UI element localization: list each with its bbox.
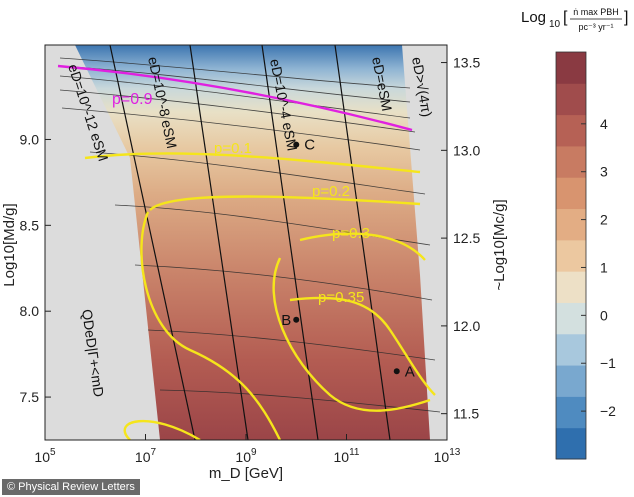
colorbar-band — [556, 302, 586, 335]
y-right-tick-label: 13.5 — [453, 55, 480, 71]
y-tick-label: 7.5 — [20, 389, 40, 405]
colorbar-band — [556, 145, 586, 178]
credit-badge: © Physical Review Letters — [2, 479, 140, 495]
x-tick-label: 109 — [235, 447, 257, 465]
colorbar-title: Log 10 [ ṅ max PBH pc⁻³ yr⁻¹ ] — [521, 7, 628, 32]
benchmark-point-a — [393, 368, 400, 375]
colorbar-title-sub: 10 — [549, 19, 561, 30]
colorbar-tick-label: −1 — [600, 355, 616, 371]
p-0.2-contour-lower — [140, 211, 282, 440]
colorbar-band — [556, 208, 586, 241]
colorbar-band — [556, 396, 586, 429]
y-right-tick-label: 12.0 — [453, 318, 480, 334]
colorbar-band — [556, 52, 586, 84]
colorbar-tick-label: 0 — [600, 307, 608, 323]
y-right-axis-title: ~Log10[Mc/g] — [491, 199, 508, 290]
x-tick-label: 1013 — [434, 447, 461, 465]
x-ticks: 105 107 109 1011 1013 — [34, 434, 461, 465]
colorbar-tick-label: 1 — [600, 259, 608, 275]
y-right-tick-label: 12.5 — [453, 230, 480, 246]
plot-area — [45, 45, 447, 440]
p-0.35-label: p=0.35 — [318, 289, 364, 306]
colorbar-tick-label: −2 — [600, 403, 616, 419]
colorbar — [556, 52, 586, 460]
colorbar-band — [556, 177, 586, 210]
p-0.3-contour — [272, 257, 431, 412]
y-right-tick-label: 11.5 — [453, 406, 479, 422]
colorbar-tick-label: 2 — [600, 212, 608, 228]
x-tick-label: 105 — [34, 447, 56, 465]
x-tick-label: 1011 — [334, 447, 360, 465]
p-0.1-label: p=0.1 — [214, 140, 252, 157]
colorbar-title-log: Log — [521, 9, 546, 26]
colorbar-band — [556, 365, 586, 397]
colorbar-title-denominator: pc⁻³ yr⁻¹ — [579, 22, 614, 32]
benchmark-label-c: C — [304, 137, 315, 154]
colorbar-title-bracket-open: [ — [563, 9, 568, 26]
p-0.3-label: p=0.3 — [332, 225, 370, 242]
p-0.2-label: p=0.2 — [312, 183, 350, 200]
benchmark-points: A B C — [281, 137, 415, 381]
benchmark-point-b — [293, 316, 300, 323]
excluded-region-left — [45, 45, 160, 440]
colorbar-frame — [555, 51, 587, 460]
y-axis-title: Log10[Md/g] — [1, 203, 18, 286]
benchmark-label-b: B — [281, 312, 291, 329]
colorbar-band — [556, 333, 586, 366]
x-tick-label: 107 — [135, 447, 157, 465]
p-0.2-contour — [149, 195, 421, 211]
benchmark-point-c — [293, 141, 300, 148]
y-right-ticks: 11.5 12.0 12.5 13.0 13.5 — [441, 55, 480, 422]
p-0.3-contour-upper — [299, 232, 426, 261]
colorbar-tick-label: 3 — [600, 164, 608, 180]
excluded-region-right — [402, 45, 447, 440]
colorbar-band — [556, 83, 586, 116]
p-0.9-label: p=0.9 — [112, 91, 153, 108]
p-0.35-contour — [289, 296, 436, 396]
p-0.35-contour-lower — [123, 419, 201, 440]
benchmark-label-a: A — [405, 363, 415, 380]
y-right-tick-label: 13.0 — [453, 142, 480, 158]
colorbar-title-bracket-close: ] — [624, 9, 628, 26]
colorbar-band — [556, 239, 586, 272]
y-tick-label: 9.0 — [20, 131, 40, 147]
colorbar-band — [556, 271, 586, 303]
y-ticks: 7.5 8.0 8.5 9.0 — [20, 131, 51, 405]
eD-lines — [109, 45, 391, 440]
colorbar-ticks: −2 −1 0 1 2 3 4 — [581, 116, 616, 419]
colorbar-band — [556, 114, 586, 147]
p-0.1-contour — [84, 152, 421, 174]
colorbar-title-numerator: ṅ max PBH — [573, 7, 619, 17]
y-tick-label: 8.0 — [20, 303, 40, 319]
colorbar-tick-label: 4 — [600, 116, 608, 132]
x-axis-title: m_D [GeV] — [209, 465, 283, 482]
colorbar-band — [556, 427, 586, 460]
y-tick-label: 8.5 — [20, 217, 40, 233]
p-0.9-contour — [57, 64, 413, 132]
